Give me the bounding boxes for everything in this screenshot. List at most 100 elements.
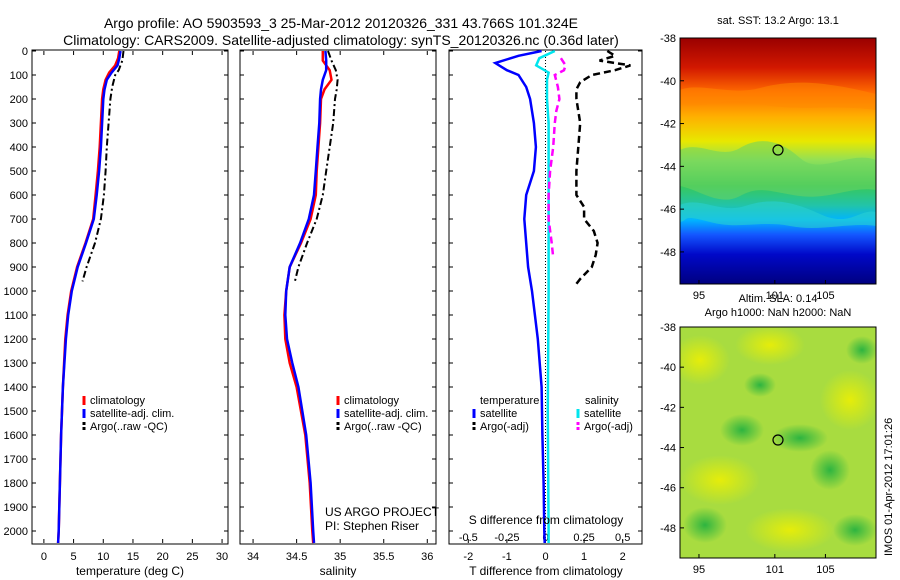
s-tick-label: -0.5	[459, 532, 478, 544]
difference-series-3	[547, 57, 567, 258]
lat-tick-label: -40	[660, 362, 676, 374]
legend-title-temperature: temperature	[480, 395, 539, 407]
depth-tick-label: 400	[10, 142, 28, 154]
depth-axis: 0 100 200 300 400 500 600 700 800 900 1000 1100 1200…	[4, 46, 28, 538]
x-tick-label: 10	[97, 551, 109, 563]
depth-tick-label: 100	[10, 70, 28, 82]
depth-tick-label: 1600	[4, 430, 28, 442]
lon-tick-label: 105	[816, 564, 834, 576]
x-tick-label: 30	[216, 551, 228, 563]
x-tick-label: 0	[41, 551, 47, 563]
depth-tick-label: 300	[10, 118, 28, 130]
series-line-0	[283, 51, 333, 544]
legend-label: Argo(..raw -QC)	[344, 421, 422, 433]
lon-tick-label: 105	[816, 290, 834, 302]
t-difference-axis-label: T difference from climatology	[469, 564, 623, 578]
difference-series-2	[534, 49, 556, 543]
sst-map-title: sat. SST: 13.2 Argo: 13.1	[717, 15, 839, 27]
lat-tick-label: -38	[660, 322, 676, 334]
header-line-2: Climatology: CARS2009. Satellite-adjuste…	[63, 32, 619, 48]
lat-tick-label: -46	[660, 483, 676, 495]
sst-profile-marker	[772, 144, 784, 156]
legend-label: Argo(-adj)	[584, 421, 633, 433]
lon-tick-label: 95	[693, 564, 705, 576]
header-line-1: Argo profile: AO 5903593_3 25-Mar-2012 2…	[104, 15, 578, 31]
lat-tick-label: -44	[660, 161, 676, 173]
x-tick-label: 2	[620, 551, 626, 563]
lat-tick-label: -48	[660, 523, 676, 535]
series-line-0	[56, 50, 121, 544]
x-tick-label: 5	[71, 551, 77, 563]
s-tick-label: 0.25	[573, 532, 594, 544]
x-tick-label: 0	[542, 551, 548, 563]
lat-tick-label: -42	[660, 402, 676, 414]
s-tick-label: 0.5	[615, 532, 630, 544]
depth-tick-label: 0	[22, 46, 28, 58]
x-tick-label: 1	[581, 551, 587, 563]
lon-tick-label: 101	[766, 564, 784, 576]
depth-tick-label: 1100	[4, 310, 28, 322]
depth-tick-label: 600	[10, 190, 28, 202]
legend-label: climatology	[344, 395, 400, 407]
depth-tick-label: 800	[10, 238, 28, 250]
legend-label: satellite-adj. clim.	[90, 408, 174, 420]
depth-tick-label: 1800	[4, 478, 28, 490]
series-line-1	[56, 50, 122, 544]
x-tick-label: 36	[421, 551, 433, 563]
x-tick-label: 35	[334, 551, 346, 563]
legend-label: climatology	[90, 395, 146, 407]
depth-tick-label: 1400	[4, 382, 28, 394]
depth-tick-label: 200	[10, 94, 28, 106]
sst-map-frame	[679, 37, 877, 285]
sla-map	[680, 327, 876, 558]
sst-map	[680, 38, 876, 284]
temperature-axis-label: temperature (deg C)	[76, 564, 184, 578]
lat-tick-label: -48	[660, 247, 676, 259]
sla-map-axes: -38 -40 -42 -44 -46 -48 95 105 101	[660, 322, 835, 576]
sla-profile-marker	[772, 434, 784, 446]
x-tick-label: 20	[157, 551, 169, 563]
lat-tick-label: -40	[660, 76, 676, 88]
lat-tick-label: -38	[660, 33, 676, 45]
x-tick-label: 35.5	[373, 551, 394, 563]
lat-tick-label: -42	[660, 119, 676, 131]
depth-tick-label: 900	[10, 262, 28, 274]
salinity-axis-label: salinity	[320, 564, 357, 578]
sla-map-title-2: Argo h1000: NaN h2000: NaN	[705, 307, 852, 319]
depth-tick-label: 2000	[4, 526, 28, 538]
difference-series-1	[575, 49, 631, 285]
depth-tick-label: 1900	[4, 502, 28, 514]
x-tick-label: 34	[247, 551, 259, 563]
imos-stamp: IMOS 01-Apr-2012 17:01:26	[883, 418, 895, 556]
depth-tick-label: 500	[10, 166, 28, 178]
x-tick-label: 25	[186, 551, 198, 563]
lon-tick-label: 101	[766, 290, 784, 302]
legend-title-salinity: salinity	[585, 395, 619, 407]
depth-tick-label: 1300	[4, 358, 28, 370]
lat-tick-label: -46	[660, 204, 676, 216]
depth-tick-label: 1200	[4, 334, 28, 346]
depth-tick-label: 700	[10, 214, 28, 226]
lat-tick-label: -44	[660, 443, 676, 455]
difference-series-0	[492, 49, 546, 544]
series-line-2	[81, 50, 125, 282]
project-label: US ARGO PROJECT	[325, 505, 440, 519]
depth-tick-label: 1700	[4, 454, 28, 466]
legend-label: satellite	[584, 408, 621, 420]
legend-label: Argo(..raw -QC)	[90, 421, 168, 433]
x-tick-label: -1	[502, 551, 512, 563]
difference-panel-frame	[448, 49, 643, 545]
pi-label: PI: Stephen Riser	[325, 519, 419, 533]
series-line-2	[293, 50, 339, 282]
sst-map-axes: -38 -40 -42 -44 -46 -48 95 105 101	[660, 33, 835, 302]
x-tick-label: 15	[127, 551, 139, 563]
s-tick-label: -0.25	[494, 532, 519, 544]
lon-tick-label: 95	[693, 290, 705, 302]
sla-map-title-1: Altim. SLA: 0.14	[739, 293, 818, 305]
salinity-panel: 34 34.5 35 35.5 36 climatologysatellite-adj. …	[240, 50, 436, 563]
legend-label: Argo(-adj)	[480, 421, 529, 433]
temperature-panel-frame	[31, 49, 229, 545]
